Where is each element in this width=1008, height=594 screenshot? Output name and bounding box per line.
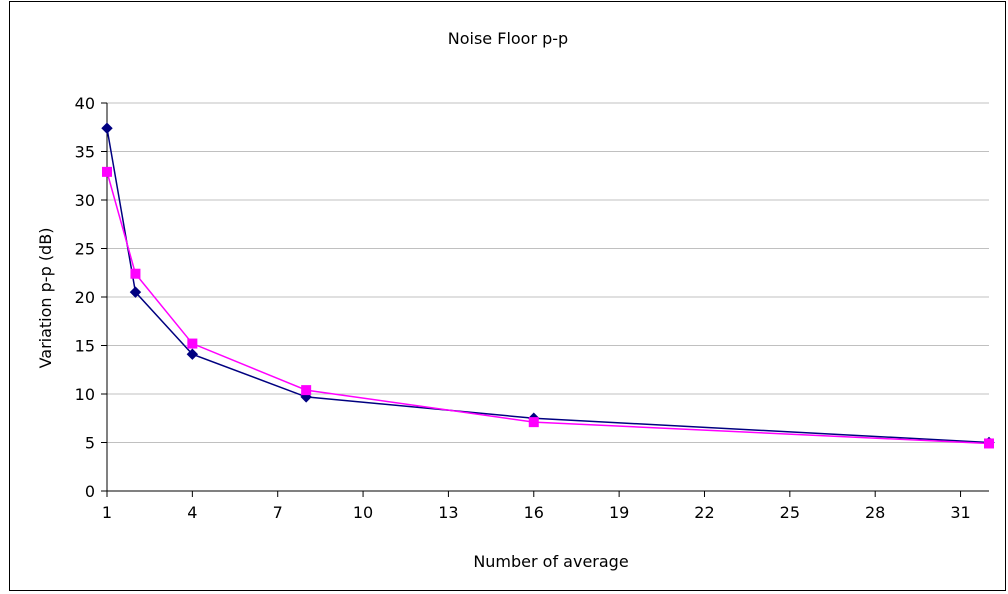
y-tick-label: 10 — [75, 385, 95, 404]
series-1-point — [186, 348, 199, 360]
series-2-point — [301, 385, 312, 396]
y-tick-label: 30 — [75, 191, 95, 210]
x-tick-label: 19 — [609, 503, 629, 522]
x-tick-label: 25 — [780, 503, 800, 522]
x-tick-label: 16 — [524, 503, 544, 522]
y-tick-label: 20 — [75, 288, 95, 307]
y-tick-label: 0 — [85, 482, 95, 501]
series-2-point — [528, 417, 539, 428]
x-tick-label: 13 — [438, 503, 458, 522]
x-tick-label: 4 — [187, 503, 197, 522]
series-1-point — [101, 122, 113, 134]
y-tick-label: 15 — [75, 337, 95, 356]
y-tick-label: 40 — [75, 94, 95, 113]
x-tick-label: 1 — [102, 503, 112, 522]
series-2-point — [130, 268, 141, 279]
y-axis-label: Variation p-p (dB) — [36, 228, 55, 369]
x-tick-label: 31 — [950, 503, 970, 522]
series-2-point — [187, 338, 198, 349]
series-1-line — [106, 128, 990, 444]
y-tick-label: 5 — [85, 434, 95, 453]
series-2-point — [102, 166, 112, 177]
x-tick-label: 28 — [865, 503, 885, 522]
chart-frame — [9, 1, 1006, 591]
chart-title: Noise Floor p-p — [448, 29, 568, 48]
x-tick-label: 7 — [273, 503, 283, 522]
x-tick-label: 10 — [353, 503, 373, 522]
series-2-line — [106, 171, 990, 445]
x-axis-label: Number of average — [473, 552, 628, 571]
x-tick-label: 22 — [694, 503, 714, 522]
y-tick-label: 25 — [75, 240, 95, 259]
series-1-point — [129, 286, 142, 298]
series-2-point — [984, 438, 994, 449]
y-tick-label: 35 — [75, 143, 95, 162]
